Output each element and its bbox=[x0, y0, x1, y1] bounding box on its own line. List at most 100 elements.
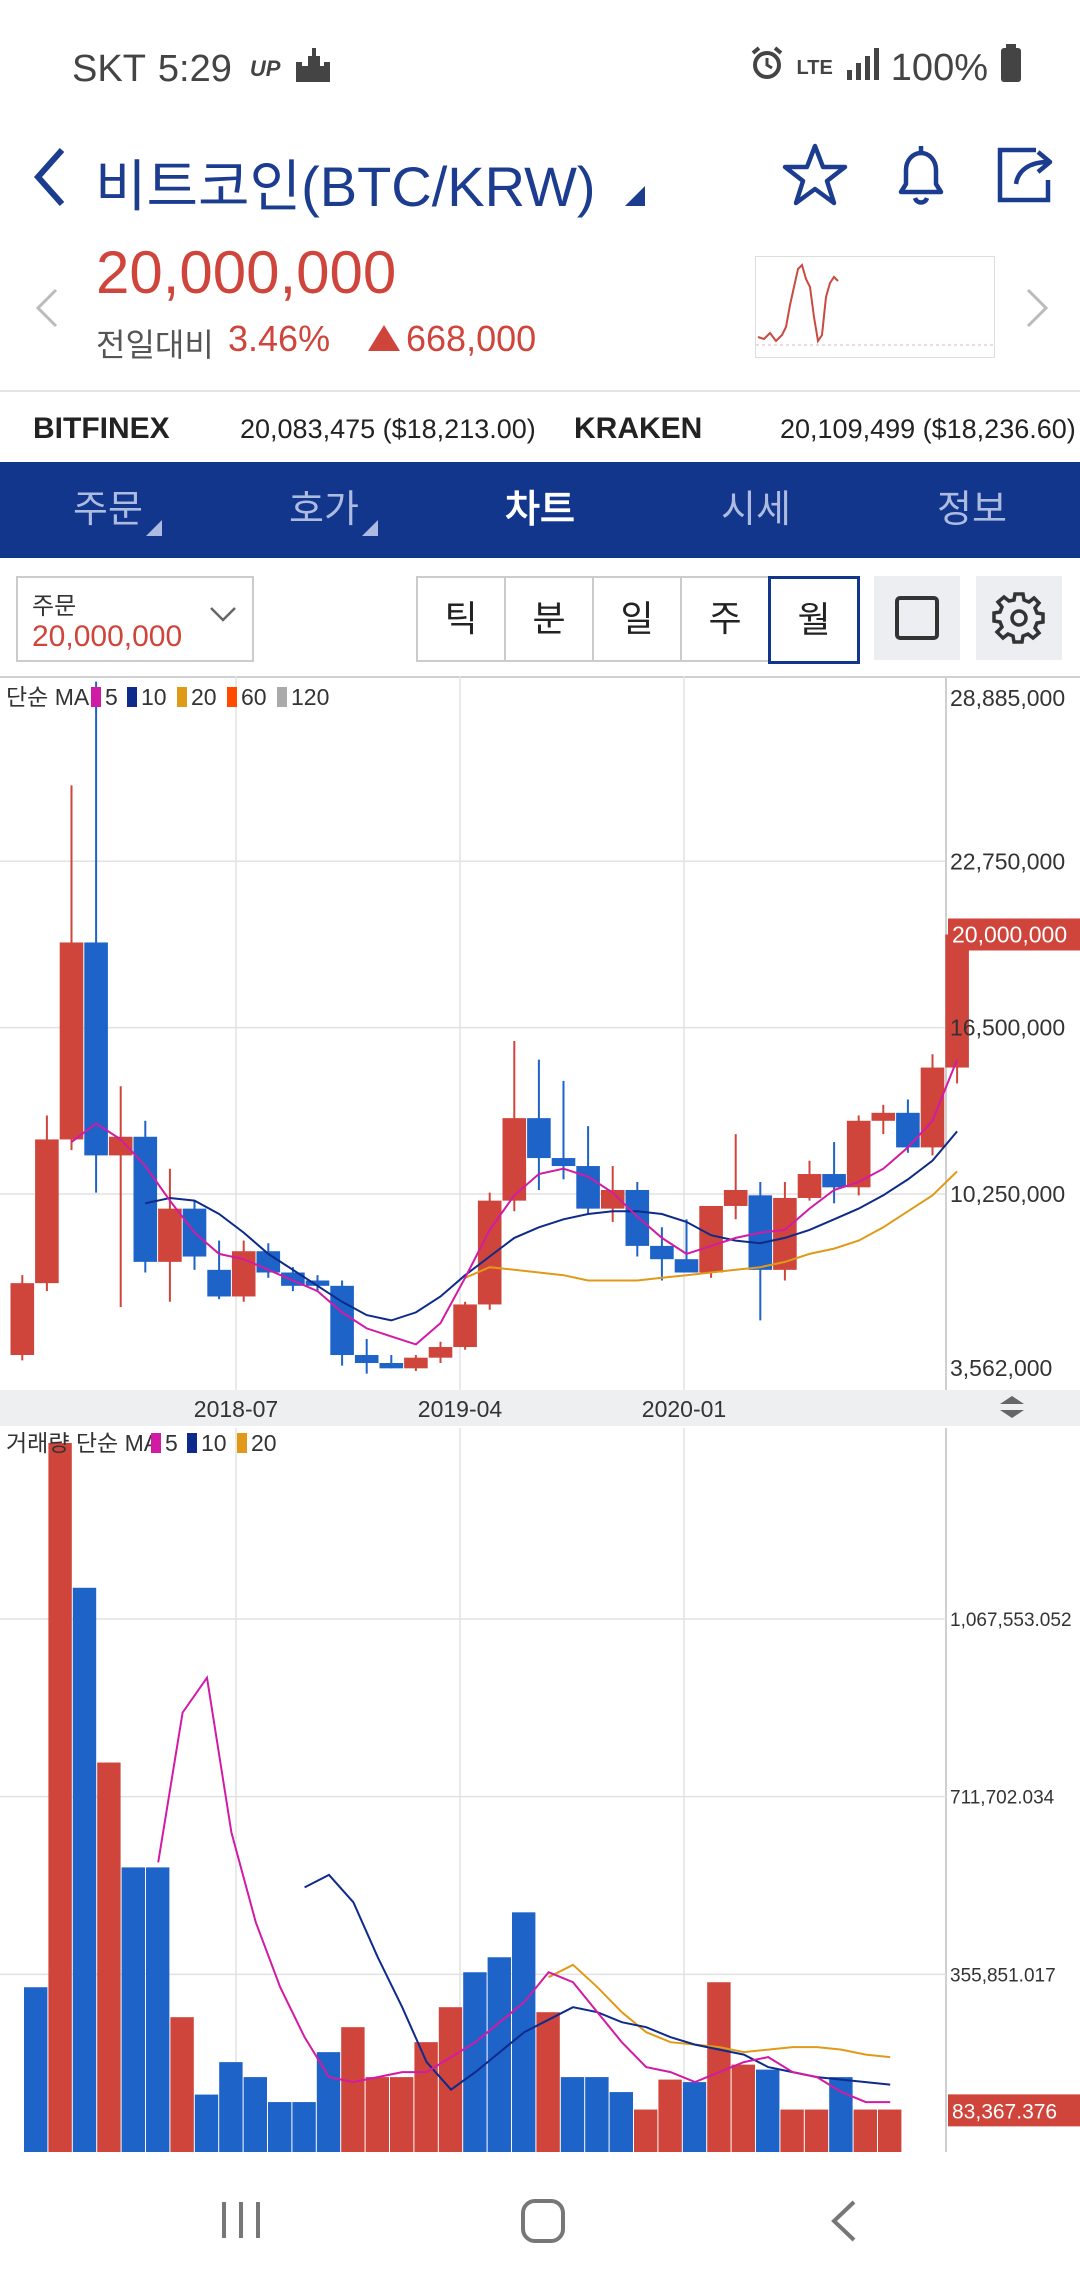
candle-body bbox=[330, 1285, 354, 1356]
vol-y-tick-label: 355,851.017 bbox=[950, 1965, 1056, 1986]
volume-bar bbox=[219, 2062, 243, 2152]
caret-icon bbox=[362, 520, 378, 536]
volume-bar bbox=[48, 1442, 72, 2152]
period-tick[interactable]: 틱 bbox=[416, 576, 506, 662]
volume-bar bbox=[853, 2109, 877, 2152]
price-ma-legend-swatch bbox=[91, 687, 101, 707]
square-icon bbox=[895, 596, 939, 640]
tab-chart[interactable]: 차트 bbox=[440, 462, 640, 558]
candle-body bbox=[896, 1112, 920, 1148]
tab-market[interactable]: 시세 bbox=[656, 462, 856, 558]
candle-body bbox=[945, 934, 969, 1068]
ma20-line bbox=[464, 1170, 958, 1282]
x-tick-label: 2018-07 bbox=[194, 1396, 278, 1422]
candle-body bbox=[773, 1197, 797, 1270]
next-coin-arrow[interactable] bbox=[1022, 286, 1052, 335]
recent-apps-button[interactable] bbox=[218, 2200, 266, 2245]
chevron-down-icon bbox=[208, 604, 238, 629]
volume-ma-legend-title: 거래량 단순 MA bbox=[6, 1430, 160, 1456]
volume-bar bbox=[463, 1972, 487, 2152]
home-button[interactable] bbox=[520, 2198, 566, 2249]
tab-info[interactable]: 정보 bbox=[872, 462, 1072, 558]
change-label: 전일대비 bbox=[96, 327, 214, 363]
exchange-price: 20,109,499 ($18,236.60) bbox=[780, 414, 1076, 444]
vol-ma5-line bbox=[157, 1675, 891, 2104]
volume-bar bbox=[24, 1987, 48, 2152]
volume-bar bbox=[804, 2109, 829, 2152]
price-ma-legend-swatch bbox=[177, 687, 187, 707]
candle-body bbox=[699, 1205, 723, 1273]
volume-bar bbox=[292, 2102, 316, 2152]
y-tick-label: 22,750,000 bbox=[950, 848, 1065, 874]
volume-ma-legend-swatch bbox=[237, 1433, 247, 1453]
back-button[interactable] bbox=[28, 144, 78, 214]
volume-ma-legend-swatch bbox=[187, 1433, 197, 1453]
volume-bar bbox=[487, 1957, 511, 2152]
candle-body bbox=[379, 1363, 404, 1369]
volume-bar bbox=[146, 1867, 170, 2152]
price-ma-legend-label: 5 bbox=[105, 684, 118, 710]
period-minute[interactable]: 분 bbox=[504, 576, 594, 662]
candle-body bbox=[871, 1112, 896, 1121]
volume-bar bbox=[560, 2077, 585, 2152]
main-tabs: 주문 호가 차트 시세 정보 bbox=[0, 462, 1080, 558]
candle-body bbox=[207, 1269, 231, 1297]
fullscreen-button[interactable] bbox=[874, 576, 960, 660]
exchange-name: KRAKEN bbox=[574, 412, 703, 445]
favorite-button[interactable] bbox=[780, 140, 850, 210]
volume-bar bbox=[365, 2077, 389, 2152]
tab-order[interactable]: 주문 bbox=[8, 462, 208, 558]
candle-body bbox=[453, 1304, 477, 1348]
castle-icon bbox=[292, 44, 334, 94]
page-title: 비트코인(BTC/KRW) bbox=[95, 155, 596, 218]
bell-icon bbox=[898, 146, 944, 205]
change-amount: 668,000 bbox=[368, 318, 536, 360]
price-ma-legend-label: 10 bbox=[141, 684, 167, 710]
order-label: 주문 bbox=[32, 593, 77, 620]
candle-body bbox=[428, 1347, 453, 1358]
current-volume-label: 83,367.376 bbox=[952, 2100, 1057, 2123]
candle-body bbox=[551, 1158, 576, 1167]
prev-coin-arrow[interactable] bbox=[32, 286, 62, 335]
coin-selector[interactable]: 비트코인(BTC/KRW) bbox=[95, 142, 646, 223]
tab-label: 정보 bbox=[937, 489, 1007, 531]
candle-body bbox=[846, 1120, 871, 1188]
alarm-icon bbox=[749, 45, 785, 91]
vol-y-tick-label: 1,067,553.052 bbox=[950, 1610, 1072, 1631]
system-back-button[interactable] bbox=[826, 2198, 862, 2249]
candle-body bbox=[920, 1067, 945, 1148]
candle-body bbox=[84, 942, 108, 1156]
volume-bar bbox=[194, 2094, 219, 2152]
y-tick-label: 28,885,000 bbox=[950, 685, 1065, 711]
tab-orderbook[interactable]: 호가 bbox=[224, 462, 424, 558]
exchange-row: BITFINEX 20,083,475 ($18,213.00) KRAKEN … bbox=[0, 390, 1080, 464]
y-tick-label: 16,500,000 bbox=[950, 1015, 1065, 1041]
share-button[interactable] bbox=[992, 140, 1062, 210]
period-month[interactable]: 월 bbox=[768, 576, 860, 664]
volume-bar bbox=[780, 2109, 804, 2152]
candle-body bbox=[527, 1118, 551, 1159]
alert-button[interactable] bbox=[886, 140, 956, 210]
change-percent: 3.46% bbox=[228, 318, 331, 359]
volume-bar bbox=[707, 1982, 731, 2152]
period-week[interactable]: 주 bbox=[680, 576, 770, 662]
price-ma-legend-label: 120 bbox=[291, 684, 329, 710]
current-price-label: 20,000,000 bbox=[952, 921, 1067, 947]
chart-settings-button[interactable] bbox=[976, 576, 1062, 660]
order-price-selector[interactable]: 주문 20,000,000 bbox=[16, 576, 254, 662]
volume-bar bbox=[121, 1867, 145, 2152]
change-amount-value: 668,000 bbox=[406, 318, 537, 359]
resize-handle-icon bbox=[1000, 1396, 1024, 1418]
clock: 5:29 bbox=[157, 47, 232, 90]
volume-bar bbox=[731, 2064, 755, 2152]
candle-body bbox=[59, 942, 84, 1140]
volume-bar bbox=[170, 2017, 194, 2152]
caret-down-icon bbox=[625, 186, 646, 206]
price-ma-legend-label: 20 bbox=[191, 684, 217, 710]
tab-label: 시세 bbox=[721, 489, 791, 531]
price-ma-legend-label: 60 bbox=[241, 684, 267, 710]
price-volume-chart[interactable]: 28,885,000 22,750,000 16,500,000 10,250,000… bbox=[0, 676, 1080, 2160]
x-tick-label: 2019-04 bbox=[418, 1396, 503, 1422]
app-header: 비트코인(BTC/KRW) bbox=[0, 130, 1080, 250]
period-day[interactable]: 일 bbox=[592, 576, 682, 662]
